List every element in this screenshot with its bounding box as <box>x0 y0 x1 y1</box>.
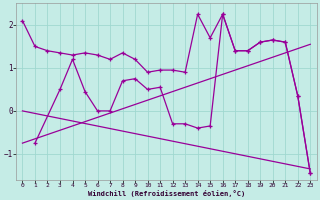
X-axis label: Windchill (Refroidissement éolien,°C): Windchill (Refroidissement éolien,°C) <box>88 190 245 197</box>
